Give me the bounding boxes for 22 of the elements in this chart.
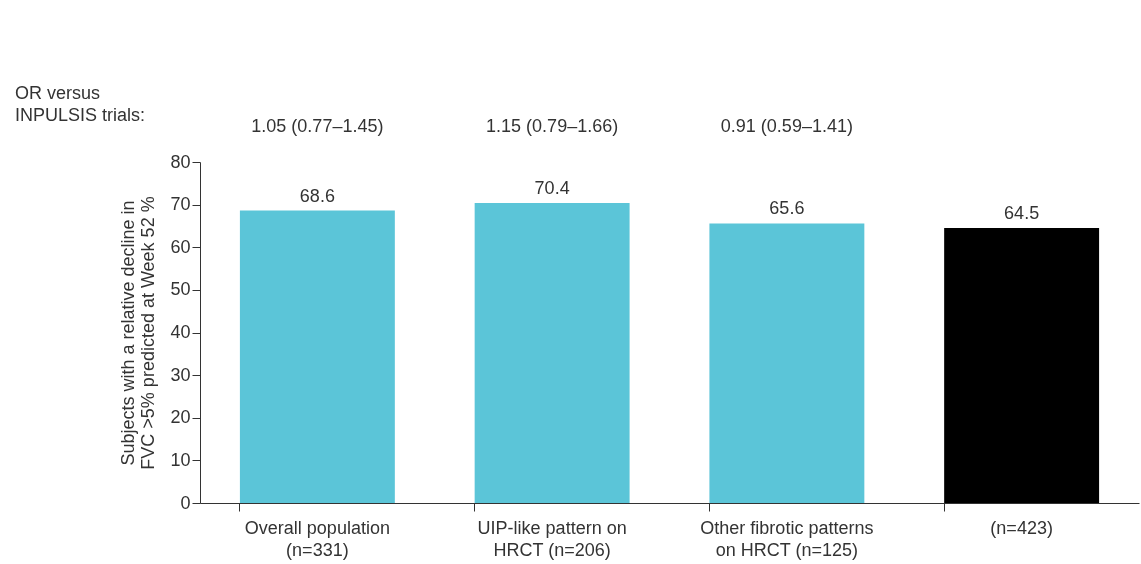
x-tick-label: Other fibrotic patterns on HRCT (n=125) [700,517,874,560]
text: 1.15 (0.79–1.66) [486,116,619,136]
data-label: 68.6 [299,185,335,206]
y-tick-label: 20 [170,407,191,428]
data-label: 64.5 [1004,203,1040,224]
y-tick-label: 0 [180,492,191,513]
data-label: 65.6 [769,198,805,219]
y-tick-label: 10 [170,449,191,470]
data-label: 70.4 [534,177,570,198]
y-tick-label: 40 [170,322,191,342]
y-tick-label: 60 [170,236,191,257]
y-tick-label: 80 [170,151,191,172]
y-tick-label: 30 [170,364,191,385]
y-tick-label: 70 [170,194,191,215]
text: OR versus INPULSIS trials: [15,83,146,125]
x-tick-label: Overall population (n=331) [244,517,390,560]
y-axis-title: Subjects with a relative decline in FVC >5% predicted at Week 52 % [118,196,159,470]
y-tick-label: 50 [170,279,191,300]
x-tick-label: UIP-like pattern on HRCT (n=206) [477,517,627,560]
text: 0.91 (0.59–1.41) [720,116,853,136]
x-tick-label: (n=423) [990,517,1053,538]
text: 1.05 (0.77–1.45) [251,116,384,136]
